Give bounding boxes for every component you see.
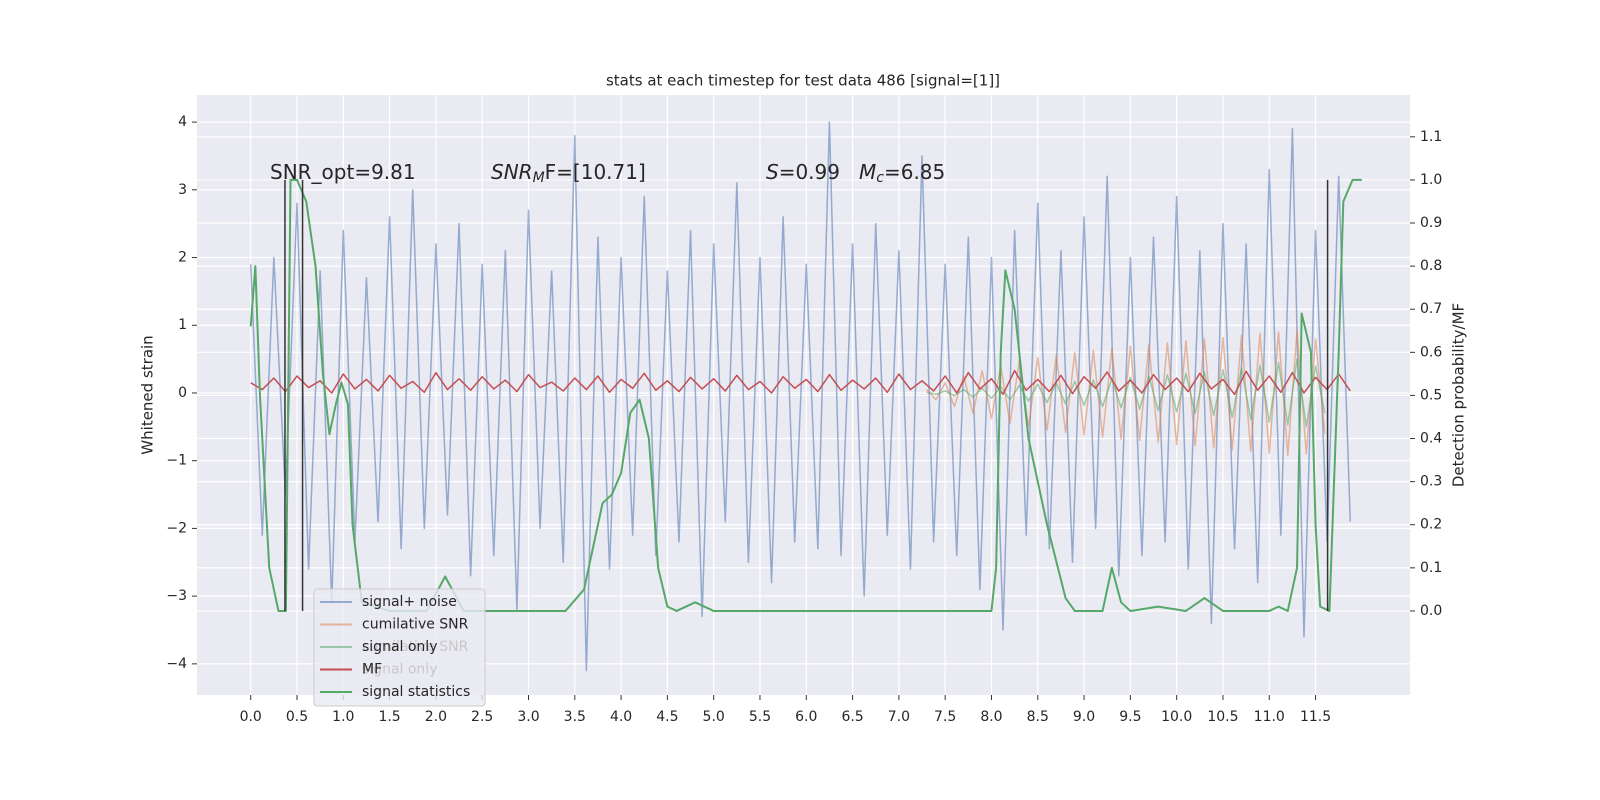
y2-tick-label: 0.6 [1420,344,1442,360]
y2-tick-label: 0.7 [1420,301,1442,317]
y2-tick-label: 1.1 [1420,129,1442,145]
y-tick-label: −3 [166,588,187,604]
legend-label: signal statistics [362,684,470,700]
y-tick-label: 0 [178,385,187,401]
x-tick-label: 1.5 [378,709,400,725]
legend-label: MF [362,662,382,678]
x-tick-label: 8.0 [980,709,1002,725]
x-tick-label: 7.5 [934,709,956,725]
series-line [926,358,1326,428]
legend-label: signal only [362,639,437,655]
x-tick-label: 3.5 [564,709,586,725]
y2-axis-label: Detection probability/MF [1450,303,1468,487]
x-tick-label: 8.5 [1027,709,1049,725]
y-tick-label: −2 [166,520,187,536]
x-tick-label: 11.5 [1300,709,1331,725]
y2-tick-label: 0.9 [1420,215,1442,231]
x-tick-label: 4.0 [610,709,632,725]
annotation: SNRMF=[10.71] [491,160,646,187]
x-tick-label: 10.5 [1207,709,1238,725]
x-tick-label: 5.0 [703,709,725,725]
legend-label: signal+ noise [362,594,457,610]
x-tick-label: 0.5 [286,709,308,725]
y2-tick-label: 0.2 [1420,517,1442,533]
series-line [249,121,1352,672]
y-tick-label: 4 [178,114,187,130]
y2-tick-label: 0.8 [1420,258,1442,274]
y-tick-label: 2 [178,250,187,266]
x-tick-label: 6.0 [795,709,817,725]
x-tick-label: 5.5 [749,709,771,725]
x-tick-label: 9.0 [1073,709,1095,725]
annotation-part: S [766,160,779,184]
x-tick-label: 1.0 [332,709,354,725]
annotation-part: =6.85 [884,160,945,184]
chart-title: stats at each timestep for test data 486… [606,72,1000,90]
x-tick-label: 11.0 [1254,709,1285,725]
y2-tick-label: 0.1 [1420,560,1442,576]
annotation: S=0.99 [766,160,840,184]
x-tick-label: 7.0 [888,709,910,725]
legend-label: cumilative SNR [362,617,469,633]
x-tick-label: 4.5 [656,709,678,725]
series-line [249,178,1362,612]
annotation-part: SNR [491,160,533,184]
ghost-legend-label: cumilative SNR [362,639,469,655]
marks: SNR_opt=9.81 SNRMF=[10.71] S=0.99 Mc=6.85 [249,121,1362,672]
x-tick-label: 10.0 [1161,709,1192,725]
x-tick-label: 0.0 [240,709,262,725]
annotation-part: F=[10.71] [545,160,646,184]
y2-tick-label: 0.0 [1420,603,1442,619]
y-tick-label: 1 [178,317,187,333]
x-tick-label: 2.0 [425,709,447,725]
y-tick-label: −1 [166,453,187,469]
y2-tick-label: 1.0 [1420,172,1442,188]
x-tick-label: 2.5 [471,709,493,725]
x-tick-label: 3.0 [517,709,539,725]
y2-tick-label: 0.5 [1420,387,1442,403]
annotation: Mc=6.85 [859,160,945,187]
ghost-legend-label: signal only [362,662,437,678]
annotation-part: SNR_opt=9.81 [270,160,416,184]
legend-box [313,588,486,707]
y2-tick-label: 0.4 [1420,431,1442,447]
annotation: SNR_opt=9.81 [270,160,416,184]
x-tick-label: 9.5 [1119,709,1141,725]
y-tick-label: −4 [166,656,187,672]
y-tick-label: 3 [178,182,187,198]
series-line [250,369,1351,396]
annotation-part: =0.99 [779,160,840,184]
y2-tick-label: 0.3 [1420,474,1442,490]
axes: 0.0 0.5 1.0 1.5 2.0 2.5 3.0 3.5 4.0 4.5 5.0 5.5 6.0 6… [166,114,1442,725]
annotation-part: M [533,170,545,186]
y-axis-label: Whitened strain [139,335,157,454]
x-tick-label: 6.5 [841,709,863,725]
annotation-part: M [859,160,876,184]
annotation-part: c [876,170,884,186]
